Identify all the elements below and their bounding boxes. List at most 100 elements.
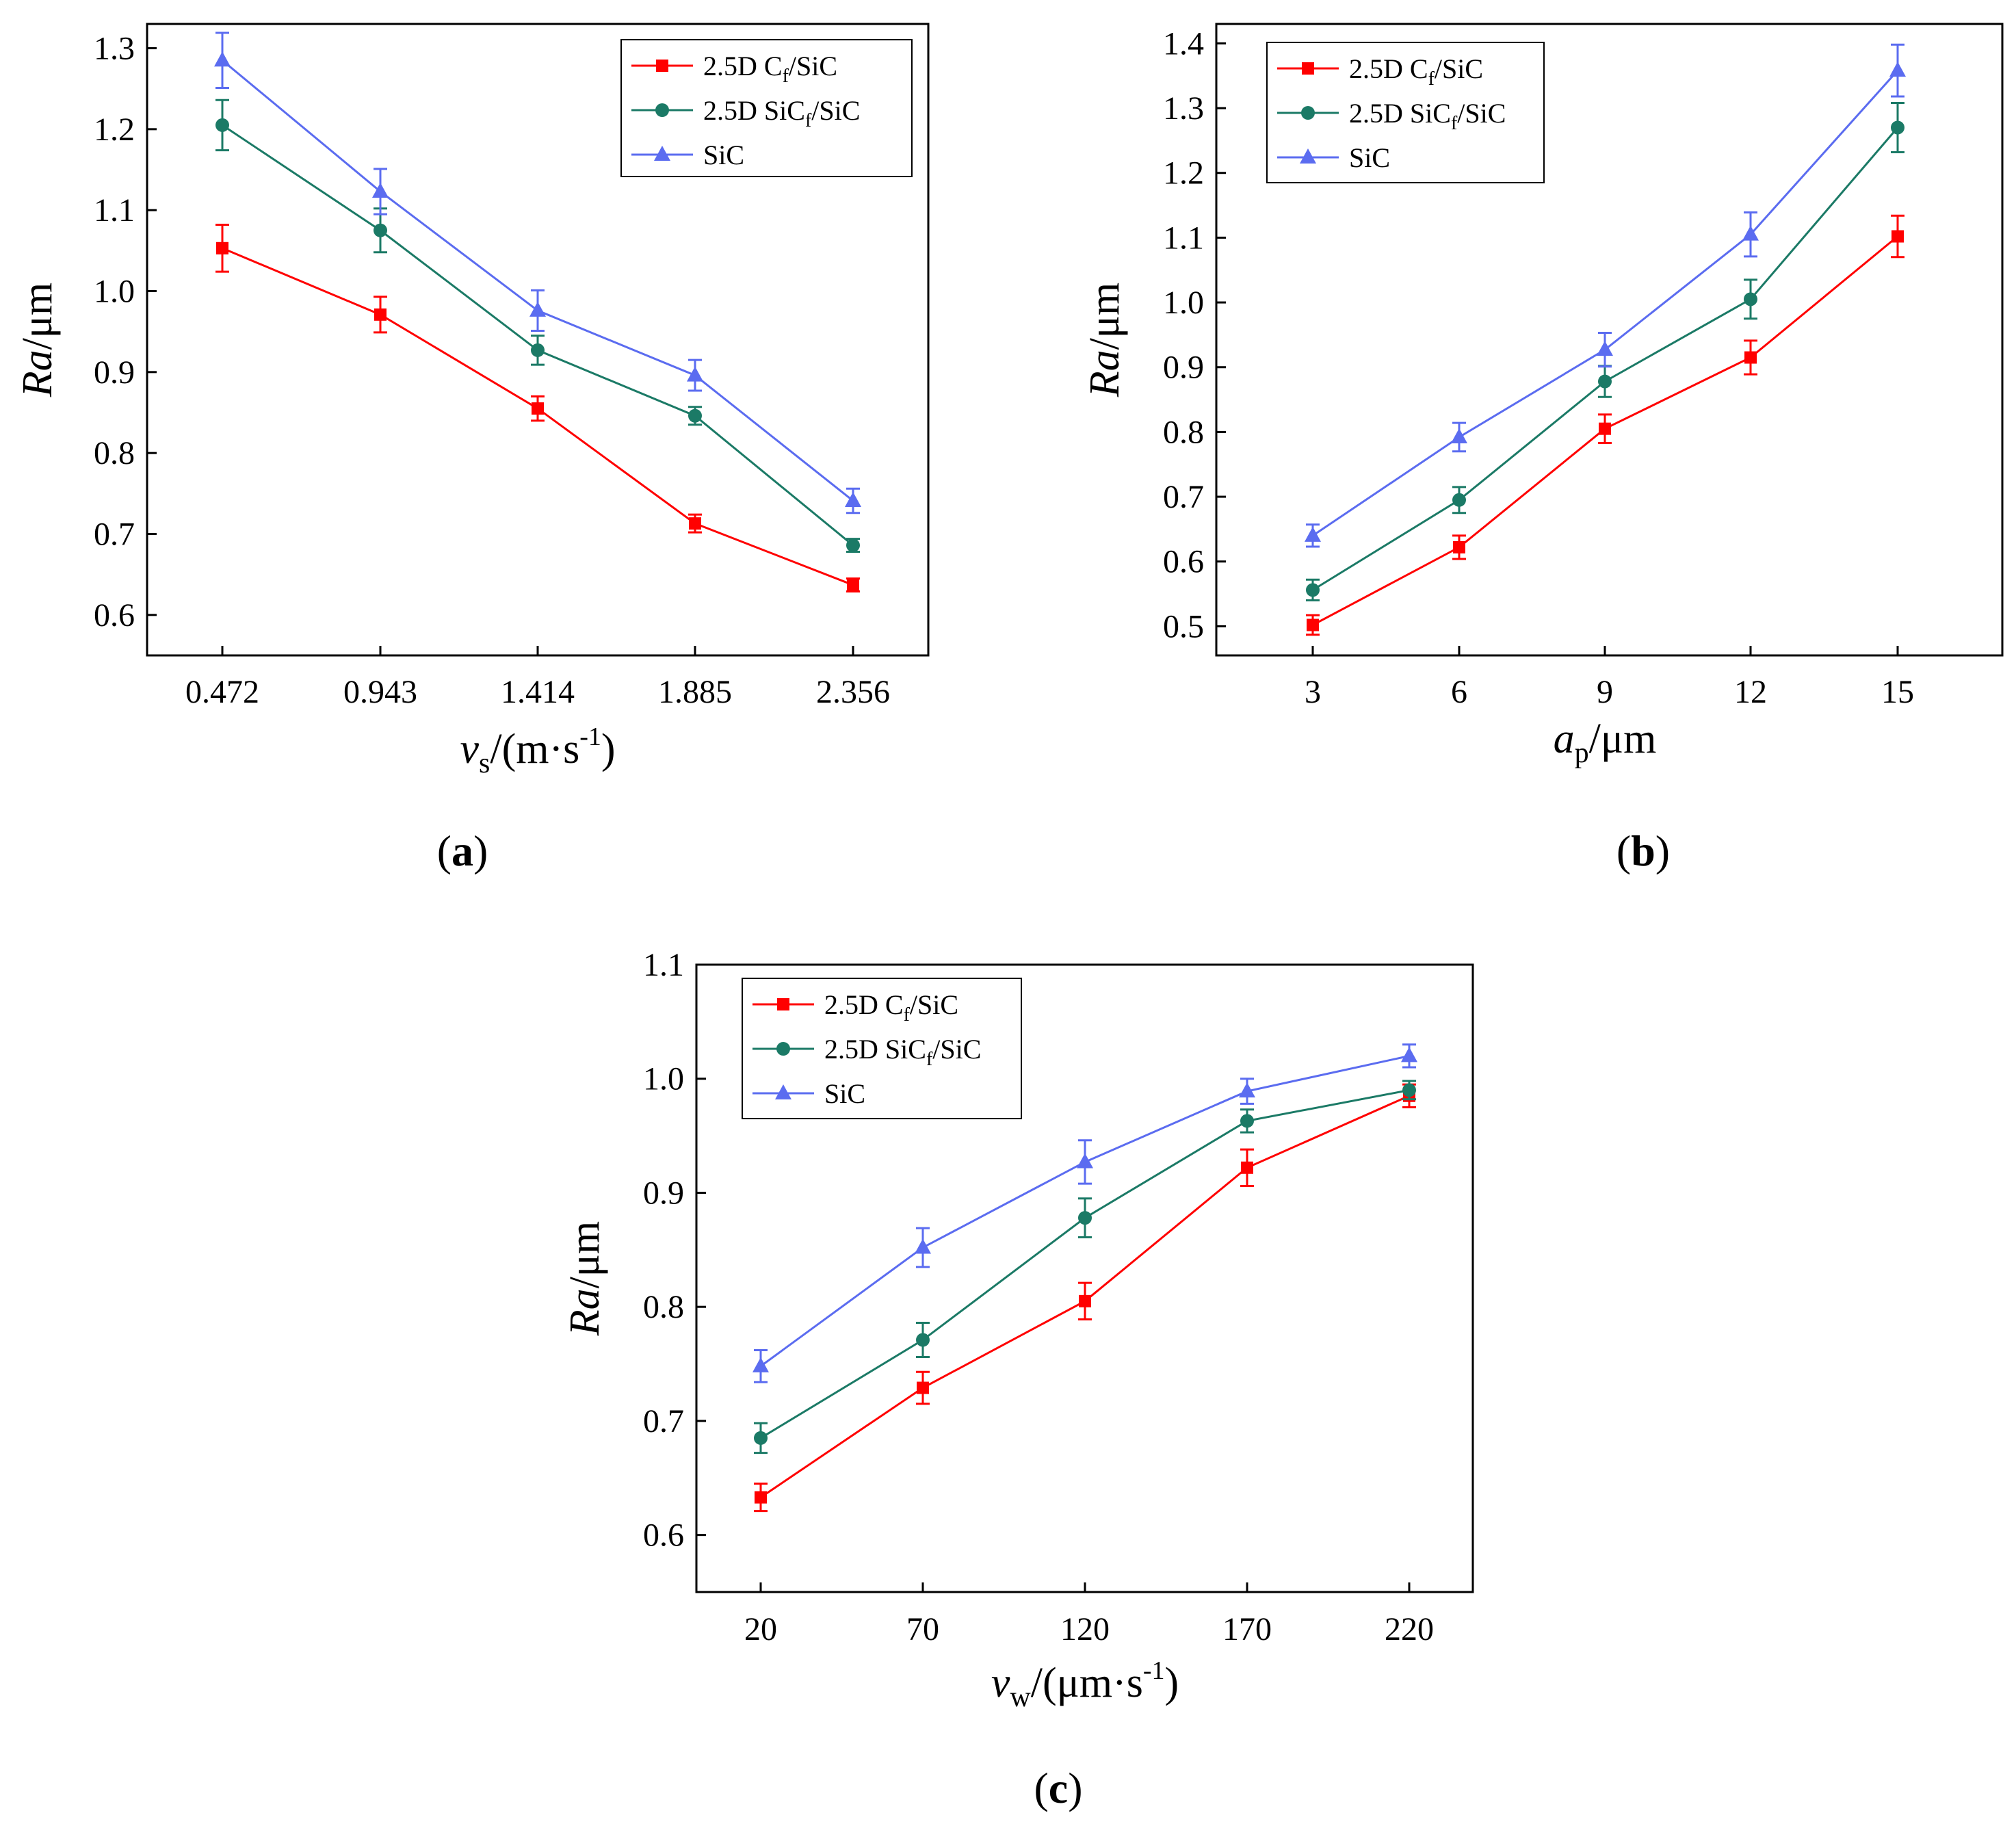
y-tick-label: 1.1 [94, 192, 135, 229]
x-tick-label: 1.414 [501, 674, 575, 710]
y-axis-label: Ra/μm [14, 283, 61, 398]
y-tick-label: 1.4 [1163, 25, 1204, 62]
data-point [1742, 225, 1759, 241]
x-tick-label: 1.885 [658, 674, 732, 710]
panel-label-letter: a [451, 826, 473, 875]
legend-entry-rest: /SiC [1457, 98, 1506, 129]
y-tick-label: 0.8 [1163, 414, 1204, 450]
plot-frame-b [1215, 23, 2004, 657]
x-tick-label: 170 [1222, 1611, 1272, 1647]
data-point [529, 301, 546, 317]
panel-label-open: ( [437, 826, 451, 875]
data-point [1889, 62, 1906, 77]
legend-entry-sub: f [783, 66, 789, 87]
x-axis-label-sup: -1 [579, 722, 601, 751]
legend-entry-main: 2.5D SiC [824, 1034, 926, 1065]
legend-marker [655, 103, 669, 117]
x-axis-label: vw/(μm·s-1) [991, 1656, 1179, 1713]
legend-entry-rest: /SiC [789, 51, 837, 81]
x-tick-label: 6 [1451, 674, 1467, 710]
legend-marker [775, 1084, 791, 1099]
legend-marker [656, 60, 668, 72]
panel-label-close: ) [473, 826, 488, 875]
y-axis-label-main: Ra [1082, 350, 1128, 397]
y-tick-label: 0.7 [643, 1403, 684, 1439]
legend-entry-sub: f [926, 1049, 933, 1070]
series-square-c [754, 1083, 1416, 1513]
data-point [752, 1357, 769, 1372]
legend-entry-main: 2.5D SiC [703, 95, 805, 126]
y-tick-label: 0.9 [94, 354, 135, 391]
x-axis-label-close: ) [601, 726, 616, 772]
legend-entry: 2.5D Cf/SiC [1349, 53, 1483, 90]
data-point [374, 223, 387, 237]
legend-entry: SiC [1349, 142, 1390, 173]
x-axis-label-sub: s [479, 748, 490, 779]
data-point [1891, 120, 1904, 135]
x-axis-label-main: a [1554, 716, 1575, 762]
legend-entry-rest: /SiC [811, 95, 860, 126]
y-tick-label: 1.2 [1163, 155, 1204, 192]
data-point [374, 308, 387, 321]
data-point [755, 1491, 767, 1504]
data-point [372, 182, 389, 198]
y-axis-label-unit: /μm [1082, 283, 1128, 350]
series-triangle-c [752, 1043, 1417, 1383]
panel-label-close: ) [1068, 1764, 1082, 1812]
legend-entry-main: 2.5D C [703, 51, 783, 81]
panel-label-c: (c) [1034, 1764, 1082, 1812]
x-tick-label: 220 [1385, 1611, 1434, 1647]
y-tick-label: 1.3 [94, 31, 135, 67]
legend-marker [1301, 106, 1315, 120]
legend-entry-sub: f [904, 1004, 911, 1026]
data-point [1241, 1161, 1253, 1174]
y-axis-label-unit: /μm [14, 283, 61, 350]
data-point [1239, 1082, 1255, 1098]
data-point [1597, 341, 1613, 356]
y-tick-label: 1.0 [643, 1061, 684, 1097]
data-point [1307, 618, 1319, 631]
x-axis-label-sup: -1 [1143, 1656, 1165, 1685]
x-axis-label: vs/(m·s-1) [460, 722, 615, 779]
data-point [1451, 428, 1467, 443]
data-point [1744, 351, 1757, 364]
legend-marker [1300, 148, 1316, 164]
chart-panel-c: 0.6 0.7 0.8 0.9 1.0 1.1 20 70 120 170 220 vw/(μm·s-… [562, 947, 1474, 1812]
chart-panel-a: 0.6 0.7 0.8 0.9 1.0 1.1 1.2 1.3 0.472 0.943 1.414 1… [14, 23, 930, 875]
data-point [847, 579, 859, 592]
legend-entry-main: SiC [703, 140, 744, 170]
legend-entry: 2.5D Cf/SiC [824, 989, 958, 1026]
y-tick-label: 0.5 [1163, 608, 1204, 644]
legend-entry: 2.5D SiCf/SiC [824, 1034, 981, 1070]
data-point [214, 51, 231, 67]
legend-entry-sub: f [1451, 113, 1458, 134]
y-tick-label: 0.9 [1163, 350, 1204, 386]
series-square-a [215, 223, 860, 593]
x-tick-label: 3 [1305, 674, 1321, 710]
x-axis-label-sub: p [1575, 738, 1589, 769]
panel-label-letter: c [1049, 1764, 1068, 1812]
x-tick-label: 0.943 [343, 674, 417, 710]
y-tick-label: 1.0 [94, 274, 135, 310]
data-point [532, 402, 544, 415]
x-axis-label-unit: /(μm·s [1031, 1660, 1143, 1706]
y-tick-label: 0.6 [94, 597, 135, 634]
data-point [689, 517, 701, 530]
legend-marker [776, 1042, 790, 1056]
legend-marker [1302, 62, 1314, 75]
data-point [1453, 540, 1465, 553]
legend-entry: SiC [824, 1078, 865, 1109]
legend-entry-sub: f [805, 110, 812, 131]
panel-label-close: ) [1655, 826, 1670, 875]
data-point [1744, 292, 1757, 306]
data-point [215, 118, 229, 132]
data-point [845, 491, 861, 507]
legend-entry: SiC [703, 140, 744, 170]
x-tick-label: 20 [744, 1611, 777, 1647]
data-point [1401, 1047, 1417, 1062]
data-point [1306, 583, 1320, 597]
data-point [1240, 1114, 1254, 1128]
x-axis-label-close: ) [1165, 1660, 1179, 1706]
panel-label-letter: b [1631, 826, 1655, 875]
